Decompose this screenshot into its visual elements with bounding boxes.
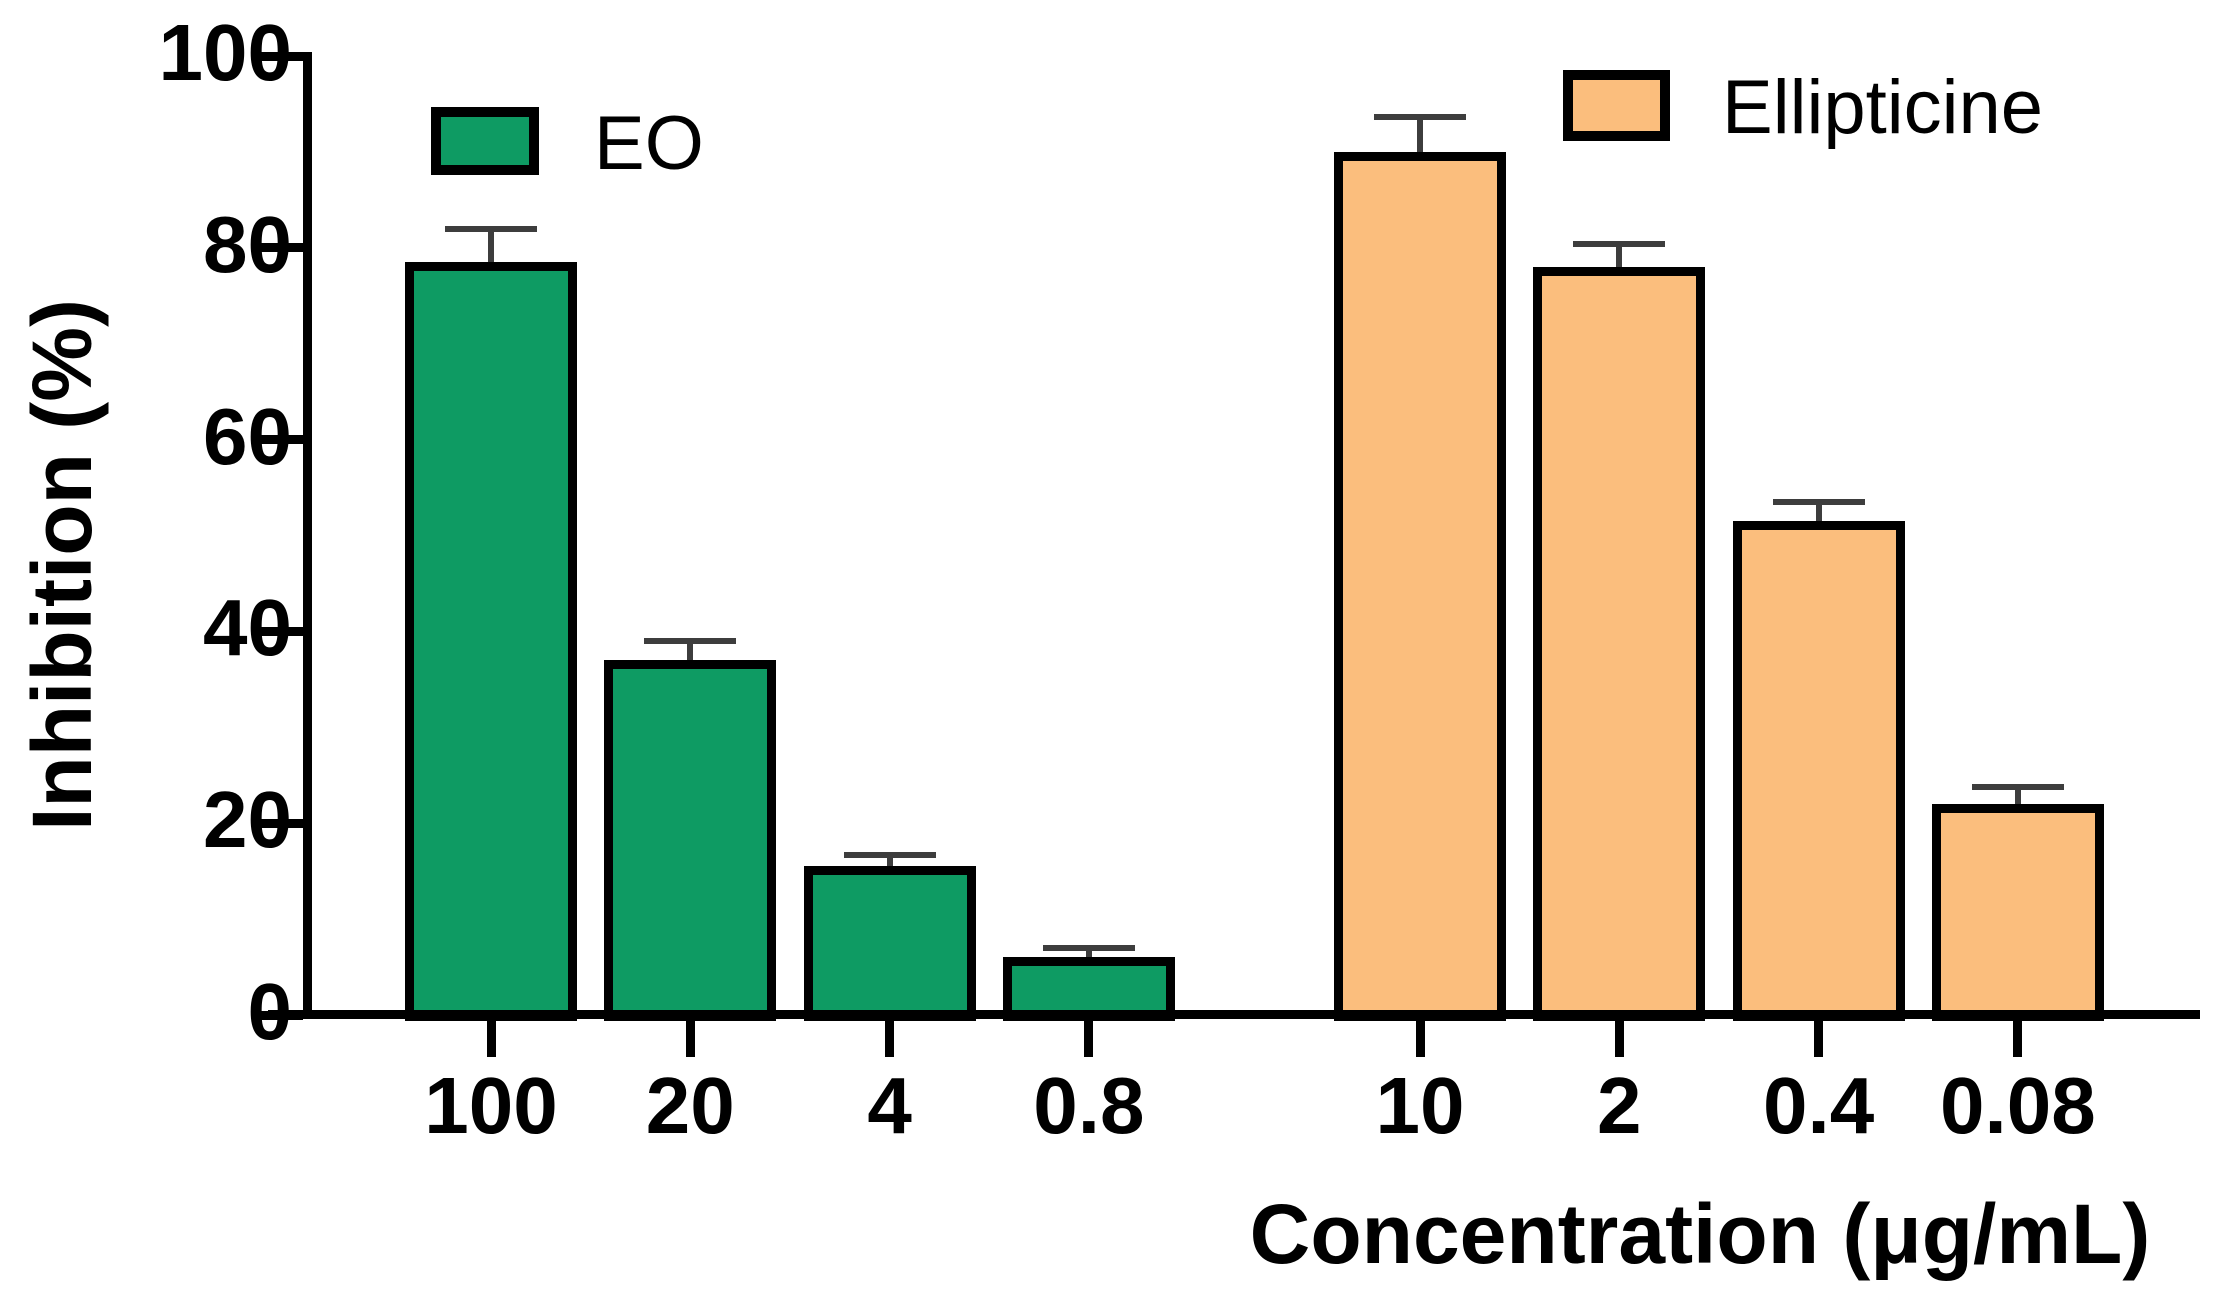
x-axis-line bbox=[268, 1010, 2200, 1019]
x-tick bbox=[1614, 1013, 1624, 1057]
x-tick-label: 2 bbox=[1597, 1061, 1642, 1150]
bar-eo-4 bbox=[803, 866, 976, 1021]
x-tick bbox=[885, 1013, 895, 1057]
y-tick-label: 60 bbox=[203, 391, 292, 481]
bar-ellipticine-10 bbox=[1334, 151, 1506, 1021]
bar-ellipticine-2 bbox=[1533, 266, 1706, 1021]
y-tick-label: 20 bbox=[203, 774, 292, 864]
x-tick bbox=[1814, 1013, 1824, 1057]
x-tick-label: 10 bbox=[1375, 1061, 1465, 1150]
legend-swatch-eo bbox=[431, 107, 539, 175]
error-bar-stem bbox=[1417, 117, 1423, 161]
bar-eo-20 bbox=[604, 660, 777, 1021]
x-tick-label: 4 bbox=[867, 1061, 912, 1150]
x-tick-label: 20 bbox=[645, 1061, 735, 1150]
y-tick bbox=[261, 243, 303, 253]
x-tick-label: 100 bbox=[424, 1061, 558, 1150]
y-axis-line bbox=[303, 52, 312, 1015]
x-tick bbox=[2013, 1013, 2023, 1057]
error-bar-stem bbox=[488, 228, 494, 272]
bar-ellipticine-0.08 bbox=[1931, 804, 2104, 1021]
y-tick-label: 40 bbox=[203, 583, 292, 673]
legend-label-eo: EO bbox=[594, 101, 704, 186]
y-tick bbox=[261, 626, 303, 636]
x-axis-title: Concentration (μg/mL) bbox=[1249, 1187, 2151, 1281]
legend-swatch-ellipticine bbox=[1563, 70, 1670, 141]
y-tick bbox=[261, 435, 303, 445]
error-bar-stem bbox=[1616, 243, 1623, 276]
x-tick bbox=[1084, 1013, 1094, 1057]
bar-eo-100 bbox=[405, 262, 577, 1021]
x-tick-label: 0.4 bbox=[1762, 1061, 1875, 1150]
x-tick bbox=[685, 1013, 695, 1057]
error-bar-stem bbox=[886, 854, 893, 876]
y-tick-label: 100 bbox=[158, 7, 292, 97]
y-tick-label: 80 bbox=[203, 199, 292, 289]
error-bar-stem bbox=[687, 640, 694, 670]
y-tick-label: 0 bbox=[0, 971, 293, 1052]
x-tick-label: 0.8 bbox=[1033, 1061, 1145, 1150]
y-tick bbox=[261, 51, 303, 61]
legend-label-ellipticine: Ellipticine bbox=[1722, 65, 2044, 150]
error-bar-stem bbox=[2014, 786, 2021, 813]
x-tick bbox=[486, 1013, 496, 1057]
x-tick-label: 0.08 bbox=[1940, 1061, 2096, 1150]
error-bar-stem bbox=[1085, 947, 1092, 967]
x-tick bbox=[1415, 1013, 1425, 1057]
error-bar-stem bbox=[1815, 501, 1822, 531]
y-tick bbox=[261, 818, 303, 828]
bar-ellipticine-0.4 bbox=[1732, 521, 1905, 1021]
y-axis-title: Inhibition (%) bbox=[15, 299, 109, 831]
